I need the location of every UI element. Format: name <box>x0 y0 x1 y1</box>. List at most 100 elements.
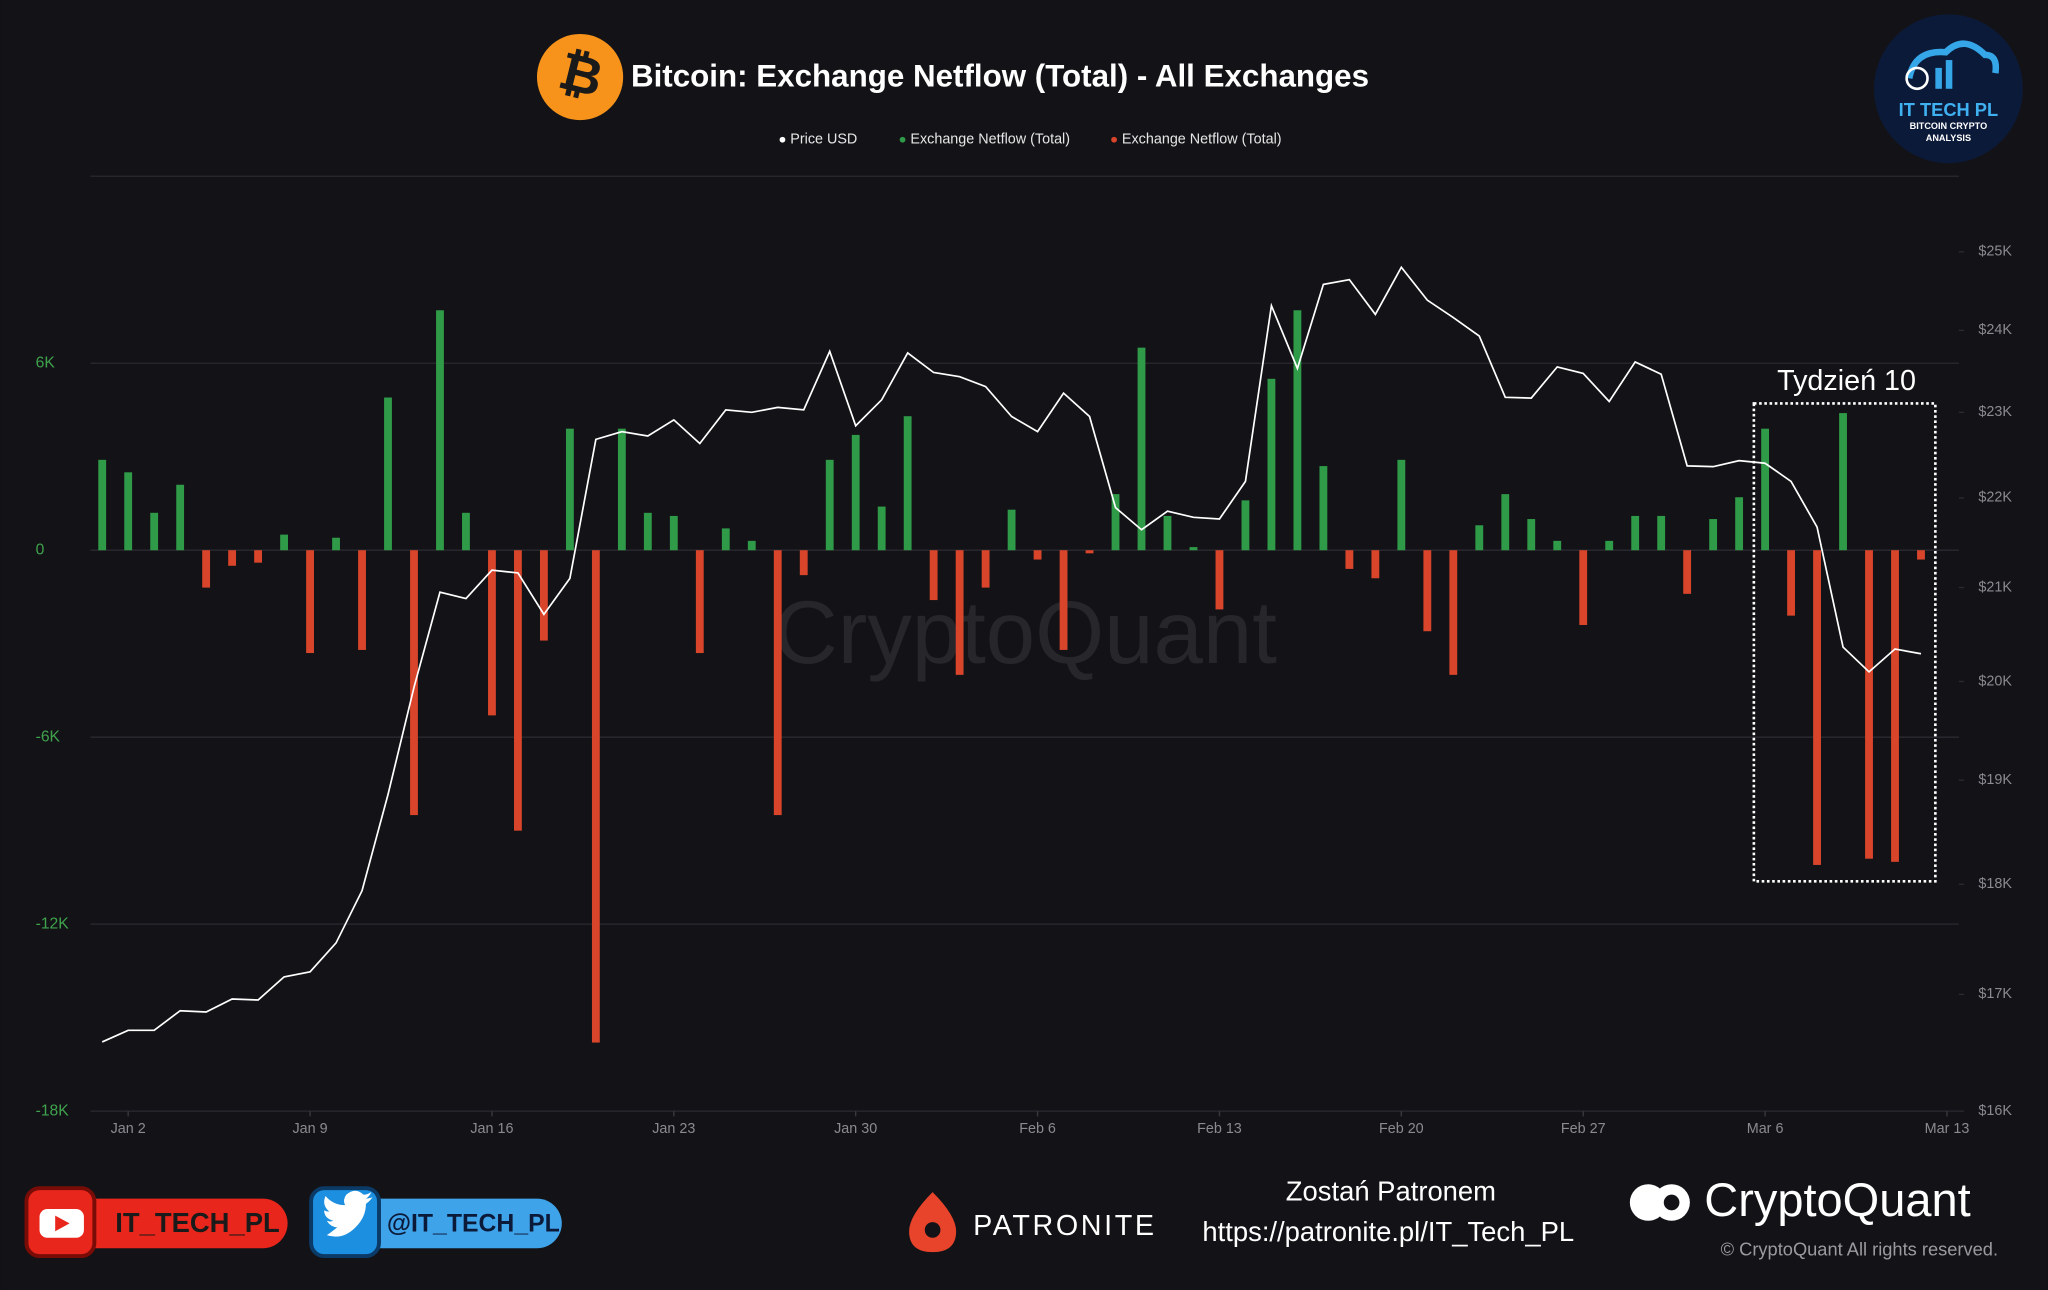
bar <box>643 512 652 551</box>
logo-title: IT TECH PL <box>1899 99 1998 120</box>
bar <box>1085 550 1094 554</box>
bar <box>747 540 756 551</box>
bar <box>1709 519 1718 551</box>
bar <box>981 550 990 588</box>
y2-tick-label: $19K <box>1978 772 2012 788</box>
youtube-pill[interactable] <box>52 1198 288 1249</box>
bar <box>202 550 211 588</box>
bar <box>1137 347 1146 551</box>
legend-label: Price USD <box>790 132 857 148</box>
bar <box>1761 428 1770 551</box>
x-tick-label: Jan 9 <box>292 1121 327 1137</box>
bar <box>1397 459 1406 551</box>
legend-marker <box>1111 136 1117 143</box>
bar <box>410 550 418 816</box>
y2-tick-label: $17K <box>1978 986 2012 1002</box>
x-tick-label: Feb 13 <box>1197 1121 1242 1137</box>
bar <box>1215 550 1224 610</box>
bar <box>1839 413 1847 551</box>
bar <box>1189 547 1198 551</box>
bar <box>591 550 600 1043</box>
bar <box>124 472 133 551</box>
logo-cloud <box>1906 40 2000 80</box>
bar <box>306 550 314 654</box>
bar <box>877 506 886 551</box>
bar <box>514 550 522 831</box>
bar <box>488 550 496 716</box>
bar <box>436 310 444 551</box>
youtube-icon-play <box>55 1215 70 1232</box>
logo-coin <box>1905 66 1929 91</box>
bar <box>1293 310 1302 551</box>
logo-bar <box>1935 67 1942 89</box>
twitter-bird <box>324 1190 373 1237</box>
bar <box>851 434 860 551</box>
bar <box>1163 515 1172 551</box>
bar <box>1267 378 1276 551</box>
bar <box>1735 497 1744 551</box>
x-tick-label: Feb 6 <box>1019 1121 1056 1137</box>
x-tick-label: Jan 30 <box>834 1121 877 1137</box>
bar <box>1319 466 1328 551</box>
bar <box>1345 550 1354 569</box>
bar <box>1449 550 1458 675</box>
bar <box>1865 550 1873 859</box>
y-tick-label: 6K <box>36 354 56 371</box>
y2-tick-label: $24K <box>1978 322 2012 338</box>
bar <box>903 416 912 551</box>
patron-url[interactable]: https://patronite.pl/IT_Tech_PL <box>1202 1216 1574 1247</box>
bar <box>669 515 678 551</box>
bar <box>1059 550 1068 650</box>
bar <box>384 397 392 551</box>
youtube-handle: IT_TECH_PL <box>115 1207 279 1238</box>
bar <box>539 550 548 641</box>
bar <box>1631 515 1640 551</box>
cryptoquant-logo-hole <box>1663 1194 1680 1211</box>
annotation-label: Tydzień 10 <box>1777 365 1916 397</box>
bar <box>332 537 340 551</box>
x-tick-label: Mar 13 <box>1925 1121 1970 1137</box>
logo-bar <box>1945 60 1953 89</box>
twitter-pill[interactable] <box>337 1198 562 1249</box>
cryptoquant-brand: CryptoQuant <box>1704 1173 1970 1226</box>
bar <box>799 550 808 576</box>
bar <box>1501 494 1510 551</box>
patronite-name[interactable]: PATRONITE <box>973 1210 1157 1242</box>
bar <box>1033 550 1042 560</box>
annotation-box <box>1752 402 1937 883</box>
y2-tick-label: $20K <box>1978 673 2012 689</box>
bar <box>358 550 366 650</box>
x-tick-label: Feb 27 <box>1561 1121 1606 1137</box>
bar <box>565 428 574 551</box>
legend-label: Exchange Netflow (Total) <box>1122 132 1282 148</box>
x-tick-label: Mar 6 <box>1747 1121 1784 1137</box>
bar <box>254 550 263 563</box>
bar <box>1475 525 1484 551</box>
bar <box>1787 550 1795 616</box>
bar <box>721 528 730 551</box>
bar <box>228 550 237 566</box>
bar <box>695 550 704 654</box>
logo-subtitle: BITCOIN CRYPTO <box>1910 121 1988 131</box>
bar <box>1579 550 1588 625</box>
bar <box>825 459 834 551</box>
price-line <box>101 265 1922 1043</box>
y2-tick-label: $16K <box>1978 1103 2012 1119</box>
bar <box>1813 550 1821 865</box>
patron-call: Zostań Patronem <box>1286 1176 1496 1207</box>
y2-tick-label: $21K <box>1978 579 2012 595</box>
y-tick-label: -6K <box>36 728 61 745</box>
bar <box>617 428 626 551</box>
bar <box>462 512 470 551</box>
x-tick-label: Jan 23 <box>652 1121 695 1137</box>
legend-label: Exchange Netflow (Total) <box>910 132 1070 148</box>
logo-subtitle: ANALYSIS <box>1926 133 1971 143</box>
legend-marker <box>899 136 906 143</box>
bar <box>1111 494 1120 551</box>
y-tick-label: -12K <box>36 915 70 932</box>
watermark: CryptoQuant <box>774 583 1278 682</box>
bar <box>150 512 159 551</box>
